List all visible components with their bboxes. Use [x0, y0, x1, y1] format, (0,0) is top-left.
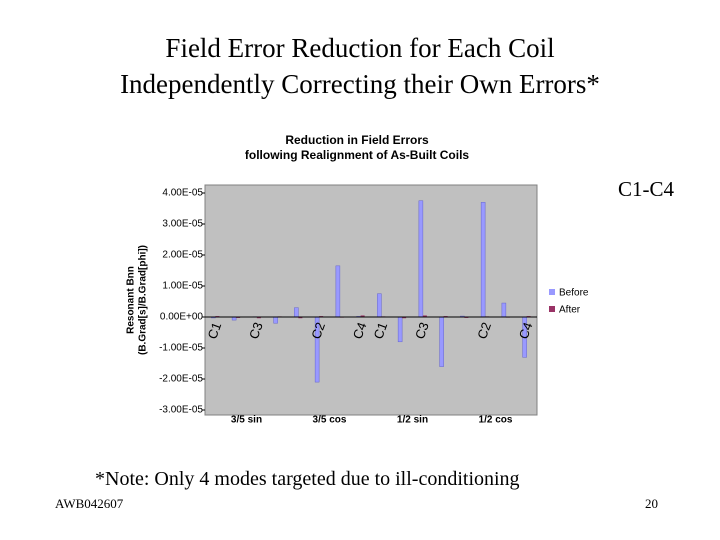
plot-area — [204, 184, 538, 416]
x-tick-label: C1 — [204, 320, 224, 341]
slide-title-line: Independently Correcting their Own Error… — [120, 69, 600, 99]
group-label: 3/5 sin — [231, 415, 262, 426]
bar — [480, 202, 486, 318]
bar — [256, 317, 261, 319]
bar — [418, 200, 424, 318]
group-label: 3/5 cos — [313, 415, 347, 426]
x-tick-label: C3 — [246, 320, 266, 341]
y-tick-label: -1.00E-05 — [159, 343, 203, 354]
bar — [298, 317, 303, 319]
bar — [402, 317, 407, 319]
x-tick-label: C4 — [350, 320, 370, 341]
y-tick-label: 3.00E-05 — [162, 219, 203, 230]
legend-swatch — [549, 289, 555, 295]
y-tick-label: 1.00E-05 — [162, 281, 203, 292]
bar — [397, 316, 403, 343]
bar — [273, 316, 278, 324]
slide-title: Field Error Reduction for Each Coil Inde… — [0, 30, 720, 102]
legend-label: After — [559, 305, 581, 316]
bar — [294, 307, 299, 318]
x-tick-label: C1 — [370, 320, 390, 341]
legend-swatch — [549, 306, 555, 312]
y-tick-label: 4.00E-05 — [162, 188, 203, 199]
x-tick-label: C2 — [308, 320, 328, 341]
group-label: 1/2 cos — [479, 415, 513, 426]
group-label: 1/2 sin — [397, 415, 428, 426]
x-tick-label: C4 — [516, 320, 536, 341]
slide-title-line: Field Error Reduction for Each Coil — [165, 33, 555, 63]
bar — [335, 265, 341, 318]
y-tick-label: -2.00E-05 — [159, 374, 203, 385]
bar — [439, 316, 444, 367]
y-axis-label: (B.Grad[s]/B.Grad[phi]) — [138, 245, 149, 355]
x-tick-label: C2 — [474, 320, 494, 341]
bar — [422, 315, 427, 317]
y-tick-label: -3.00E-05 — [159, 405, 203, 416]
y-tick-label: 2.00E-05 — [162, 250, 203, 261]
chart-title: Reduction in Field Errors — [285, 133, 429, 147]
x-tick-label: C3 — [412, 320, 432, 341]
legend-label: Before — [559, 288, 589, 299]
bar — [360, 315, 365, 317]
page-number: 20 — [645, 496, 658, 511]
y-axis-label: Resonant Bnn — [126, 266, 137, 334]
chart-title: following Realignment of As-Built Coils — [245, 148, 470, 162]
bar — [377, 293, 382, 318]
footer: AWB042607 — [55, 496, 124, 511]
y-tick-label: 0.00E+00 — [160, 312, 204, 323]
bar — [501, 302, 507, 318]
side-label: C1-C4 — [618, 177, 675, 201]
note: *Note: Only 4 modes targeted due to ill-… — [95, 468, 520, 490]
